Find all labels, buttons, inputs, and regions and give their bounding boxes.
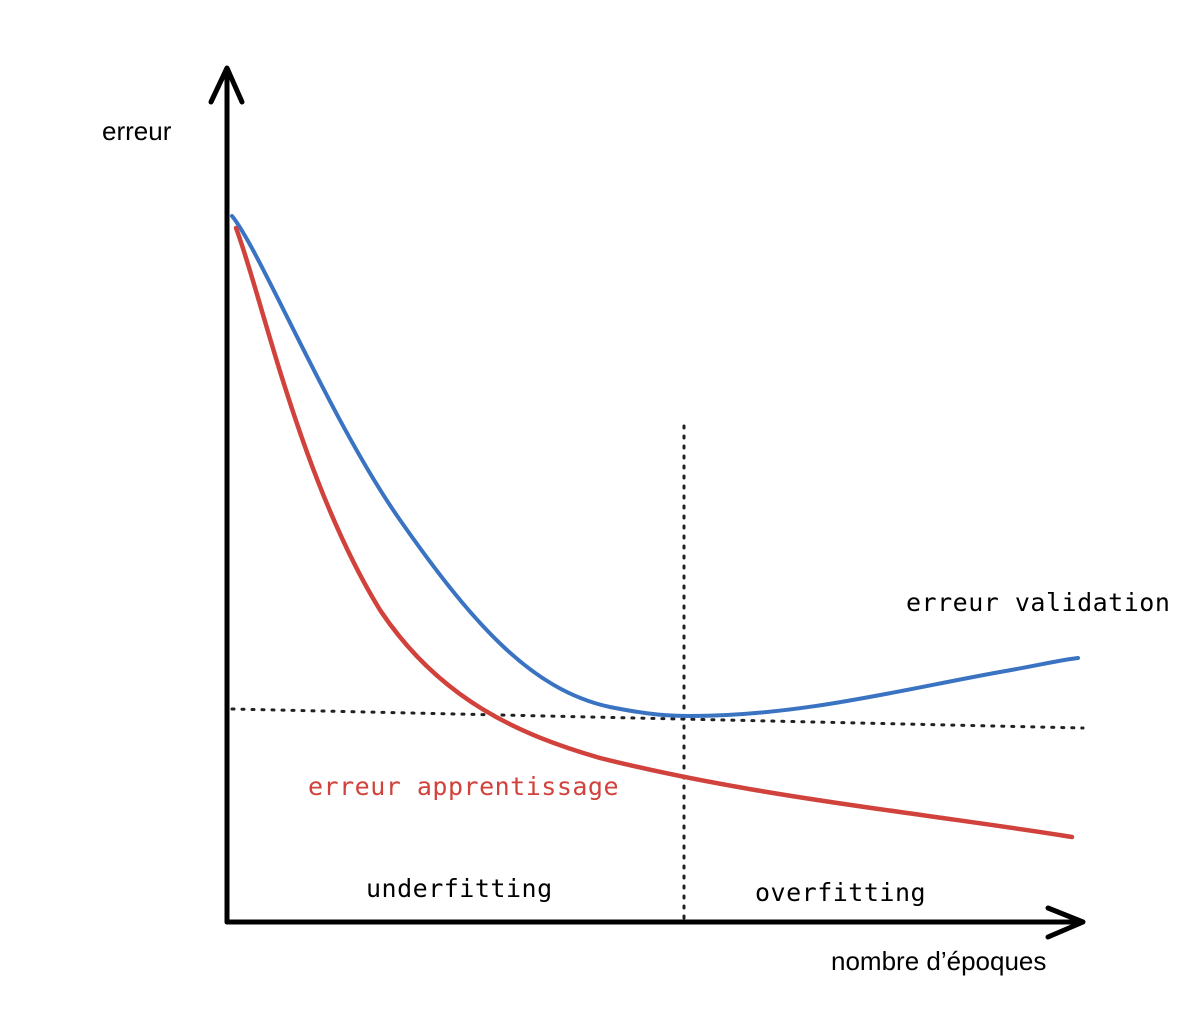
underfitting-region-label: underfitting [366, 874, 553, 903]
y-axis-arrowhead [208, 65, 245, 105]
y-axis-label: erreur [102, 116, 172, 146]
training-curve-label: erreur apprentissage [308, 772, 620, 801]
training-error-curve [233, 225, 1075, 840]
optimal-error-dotted-line [230, 707, 1085, 730]
validation-error-curve [230, 214, 1080, 719]
validation-curve-label: erreur validation [906, 588, 1171, 617]
x-axis-label: nombre d’époques [831, 946, 1047, 976]
overfitting-region-label: overfitting [755, 878, 927, 907]
x-axis-arrowhead [1045, 905, 1086, 940]
